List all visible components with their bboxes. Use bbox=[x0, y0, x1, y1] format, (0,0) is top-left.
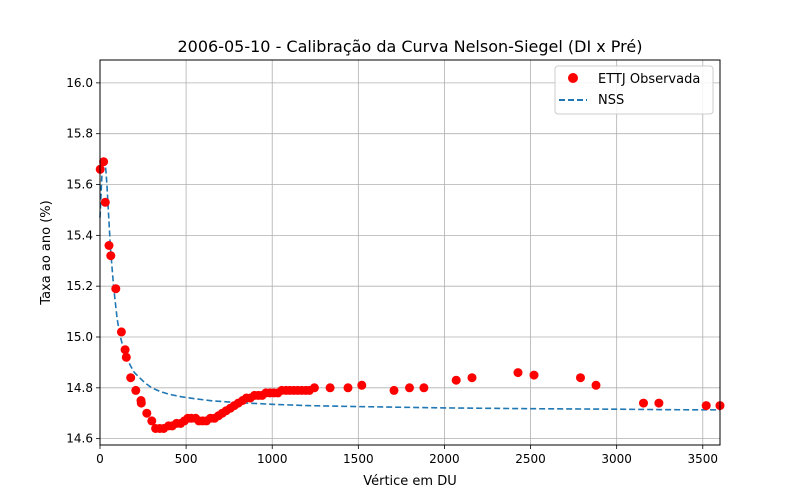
tick-group: 0 500 1000 1500 2000 2500 3000 3500 14.6 14.8 15.0… bbox=[66, 76, 718, 466]
y-axis-label: Taxa ao ano (%) bbox=[39, 200, 54, 305]
observed-point bbox=[467, 373, 477, 383]
legend-observed-marker bbox=[568, 73, 578, 83]
observed-point bbox=[654, 398, 664, 408]
observed-point bbox=[104, 241, 114, 250]
observed-point bbox=[451, 375, 461, 385]
legend-box bbox=[554, 65, 714, 115]
observed-point bbox=[99, 157, 109, 167]
observed-point bbox=[389, 385, 399, 395]
x-tick-label: 3000 bbox=[601, 452, 632, 466]
axes-border bbox=[99, 59, 721, 446]
observed-point bbox=[591, 380, 601, 390]
observed-point bbox=[529, 370, 539, 380]
observed-point bbox=[142, 408, 152, 418]
observed-point bbox=[513, 368, 523, 378]
observed-point bbox=[405, 383, 414, 393]
y-tick-label: 15.0 bbox=[66, 330, 93, 344]
observed-point bbox=[576, 373, 585, 383]
y-tick-label: 14.8 bbox=[66, 381, 93, 395]
observed-point bbox=[106, 251, 116, 261]
observed-point bbox=[111, 284, 121, 294]
observed-point bbox=[325, 383, 335, 393]
observed-points-group bbox=[95, 157, 725, 433]
y-tick-label: 15.4 bbox=[66, 228, 93, 242]
observed-point bbox=[120, 345, 130, 355]
observed-point bbox=[116, 327, 126, 337]
y-tick-label: 15.8 bbox=[66, 127, 93, 141]
x-tick-label: 0 bbox=[96, 452, 104, 466]
observed-point bbox=[701, 401, 711, 411]
observed-point bbox=[639, 398, 648, 408]
observed-point bbox=[309, 383, 319, 393]
chart-title: 2006-05-10 - Calibração da Curva Nelson-… bbox=[178, 37, 643, 56]
x-tick-label: 2500 bbox=[515, 452, 546, 466]
observed-point bbox=[136, 398, 146, 408]
x-tick-label: 1500 bbox=[343, 452, 374, 466]
y-tick-label: 14.6 bbox=[66, 432, 93, 446]
observed-point bbox=[100, 197, 110, 207]
observed-point bbox=[357, 380, 367, 390]
legend: ETTJ Observada NSS bbox=[554, 65, 714, 115]
observed-point bbox=[343, 383, 353, 393]
x-tick-label: 2000 bbox=[429, 452, 460, 466]
x-tick-label: 3500 bbox=[688, 452, 719, 466]
x-tick-label: 500 bbox=[175, 452, 198, 466]
y-tick-label: 15.2 bbox=[66, 279, 93, 293]
x-tick-label: 1000 bbox=[257, 452, 288, 466]
y-tick-label: 15.6 bbox=[66, 178, 93, 192]
observed-point bbox=[419, 383, 429, 393]
legend-observed-label: ETTJ Observada bbox=[598, 72, 700, 87]
observed-point bbox=[121, 352, 131, 362]
legend-nss-label: NSS bbox=[598, 93, 624, 108]
observed-point bbox=[131, 385, 141, 395]
observed-point bbox=[147, 416, 157, 426]
observed-point bbox=[126, 373, 136, 383]
y-tick-label: 16.0 bbox=[66, 76, 93, 90]
x-axis-label: Vértice em DU bbox=[363, 474, 457, 489]
axes-frame bbox=[99, 59, 721, 446]
